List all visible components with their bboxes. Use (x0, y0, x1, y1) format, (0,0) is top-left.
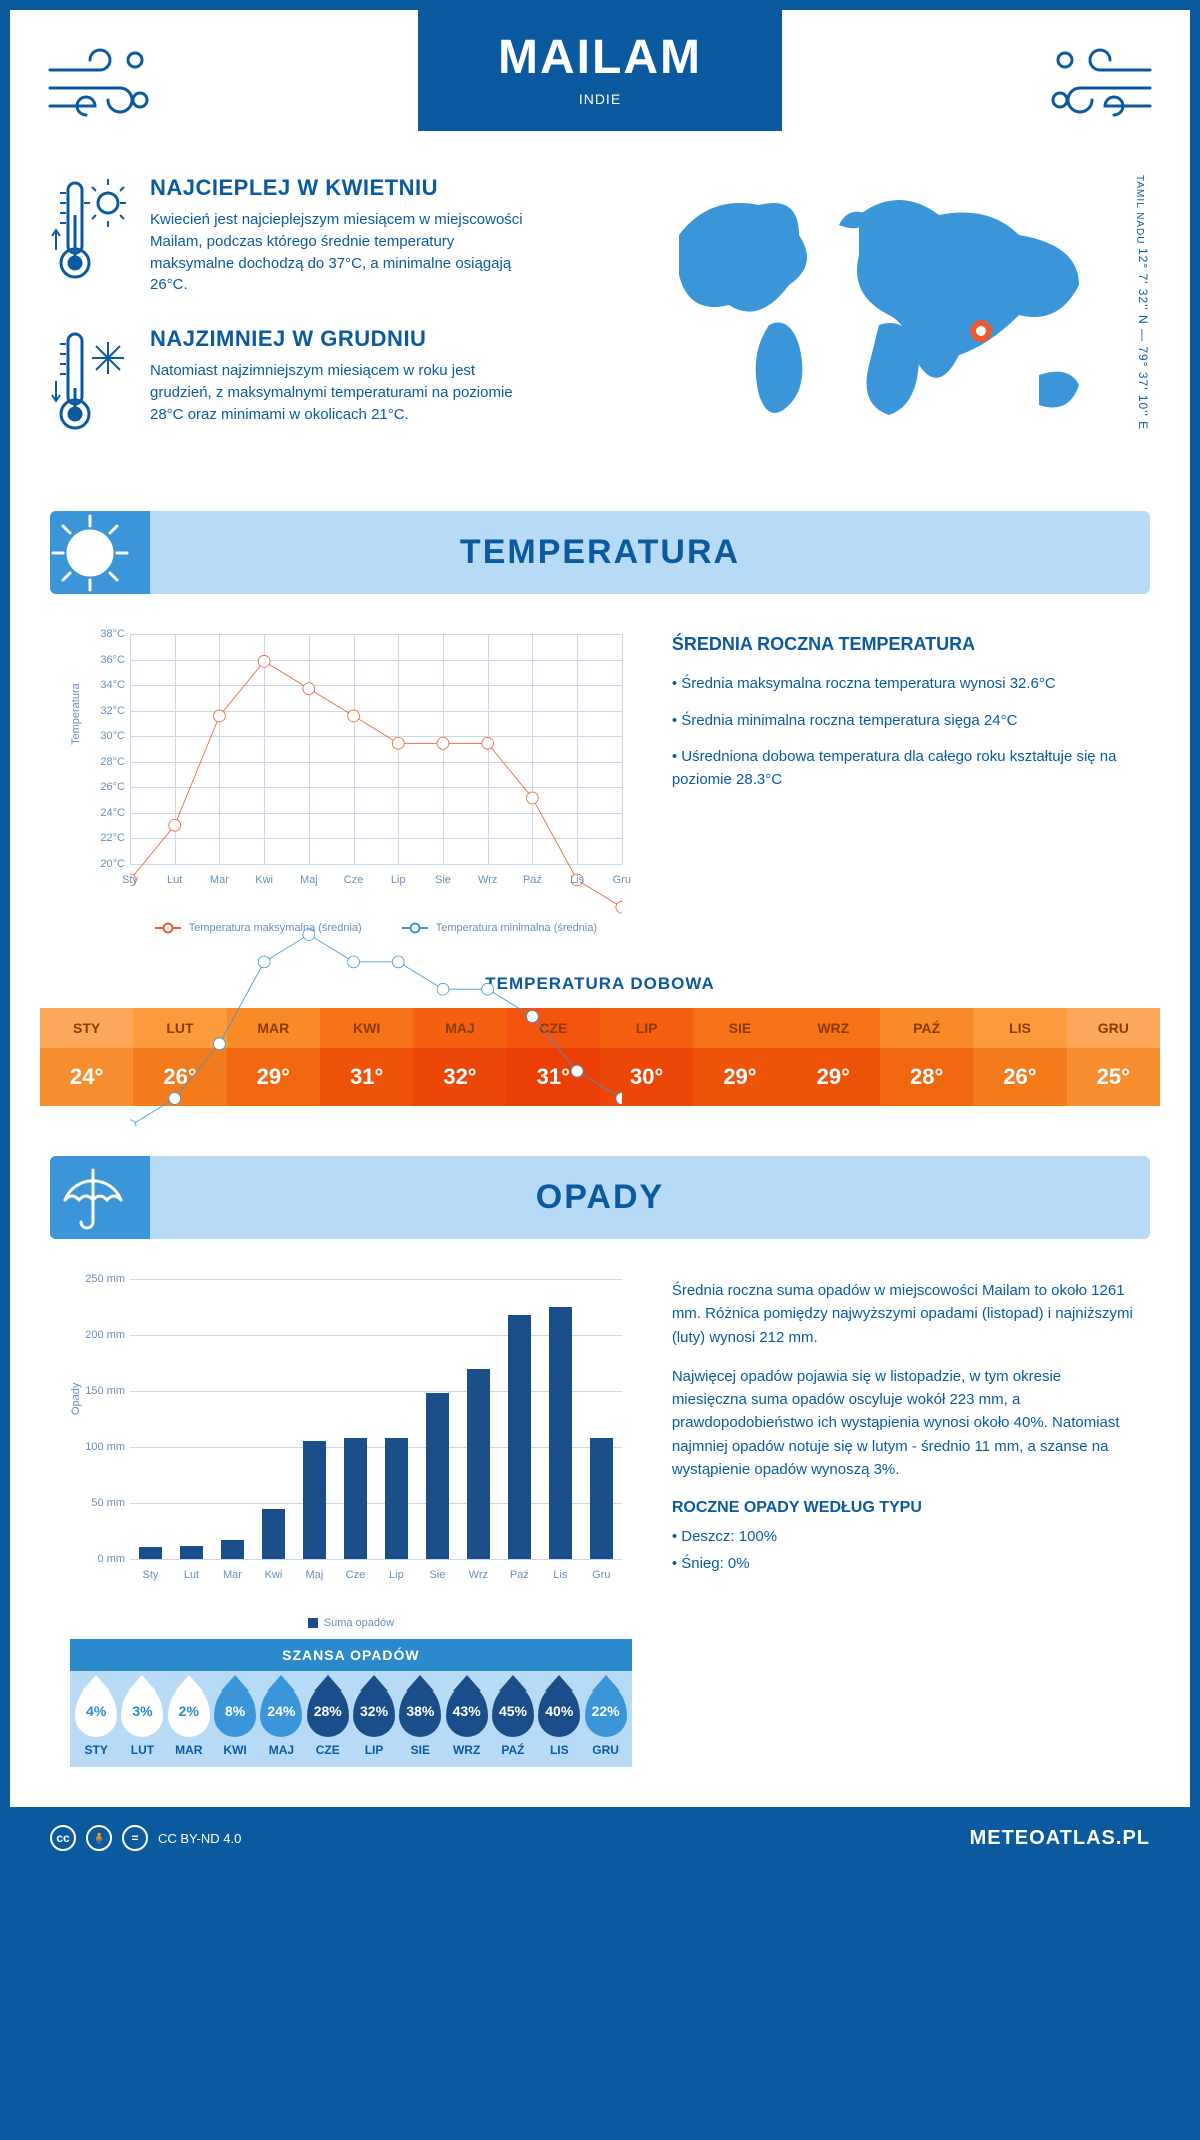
rain-drop-icon: 28% (307, 1685, 349, 1737)
world-map (650, 175, 1128, 471)
rain-drop-icon: 24% (260, 1685, 302, 1737)
chance-cell: 4%STY (74, 1685, 118, 1757)
precip-p1: Średnia roczna suma opadów w miejscowośc… (672, 1279, 1140, 1349)
daily-cell: PAŹ28° (880, 1008, 973, 1106)
bar (180, 1546, 203, 1559)
daily-cell: LIS26° (973, 1008, 1066, 1106)
temp-stat-bullet: • Średnia minimalna roczna temperatura s… (672, 710, 1140, 733)
temperature-banner: TEMPERATURA (50, 511, 1150, 594)
chance-title: SZANSA OPADÓW (70, 1639, 632, 1671)
chance-cell: 38%SIE (398, 1685, 442, 1757)
daily-cell: STY24° (40, 1008, 133, 1106)
bar (508, 1315, 531, 1559)
daily-cell: SIE29° (693, 1008, 786, 1106)
bar (344, 1438, 367, 1559)
region-label: TAMIL NADU (1128, 175, 1145, 244)
precip-bar-chart: Opady Suma opadów 0 mm50 mm100 mm150 mm2… (70, 1269, 632, 1629)
footer: cc 🧍 = CC BY-ND 4.0 METEOATLAS.PL (10, 1807, 1190, 1869)
precip-text: Średnia roczna suma opadów w miejscowośc… (672, 1269, 1140, 1767)
page-subtitle: INDIE (498, 91, 702, 107)
wind-icon-left (40, 40, 160, 135)
bar (139, 1547, 162, 1559)
chance-row: 4%STY3%LUT2%MAR8%KWI24%MAJ28%CZE32%LIP38… (70, 1671, 632, 1767)
daily-cell: WRZ29° (787, 1008, 880, 1106)
chance-cell: 2%MAR (167, 1685, 211, 1757)
chance-cell: 24%MAJ (259, 1685, 303, 1757)
chance-cell: 40%LIS (537, 1685, 581, 1757)
rain-drop-icon: 38% (399, 1685, 441, 1737)
chance-cell: 45%PAŹ (491, 1685, 535, 1757)
chance-cell: 8%KWI (213, 1685, 257, 1757)
legend-item: Temperatura maksymalna (średnia) (155, 922, 362, 934)
bar (549, 1307, 572, 1559)
cold-title: NAJZIMNIEJ W GRUDNIU (150, 326, 530, 352)
coordinates: 12° 7' 32'' N — 79° 37' 10'' E (1128, 244, 1150, 430)
chance-cell: 22%GRU (583, 1685, 627, 1757)
intro-section: NAJCIEPLEJ W KWIETNIU Kwiecień jest najc… (10, 145, 1190, 491)
bar (590, 1438, 613, 1559)
temperature-banner-label: TEMPERATURA (460, 533, 740, 571)
nd-icon: = (122, 1825, 148, 1851)
temperature-line-chart: Temperatura Temperatura maksymalna (śred… (70, 624, 632, 934)
chance-cell: 3%LUT (120, 1685, 164, 1757)
precip-type-title: ROCZNE OPADY WEDŁUG TYPU (672, 1499, 1140, 1517)
bar (385, 1438, 408, 1559)
page-title: MAILAM (498, 30, 702, 85)
rain-drop-icon: 45% (492, 1685, 534, 1737)
cold-info: NAJZIMNIEJ W GRUDNIU Natomiast najzimnie… (50, 326, 620, 441)
precip-type-line: • Śnieg: 0% (672, 1552, 1140, 1575)
hot-info: NAJCIEPLEJ W KWIETNIU Kwiecień jest najc… (50, 175, 620, 296)
sun-icon (50, 511, 150, 594)
cold-text: Natomiast najzimniejszym miesiącem w rok… (150, 360, 530, 425)
rain-drop-icon: 3% (121, 1685, 163, 1737)
thermometer-cold-icon (50, 326, 130, 441)
temperature-stats: ŚREDNIA ROCZNA TEMPERATURA • Średnia mak… (672, 624, 1140, 934)
chance-cell: 28%CZE (306, 1685, 350, 1757)
hot-title: NAJCIEPLEJ W KWIETNIU (150, 175, 530, 201)
precip-banner-label: OPADY (536, 1178, 664, 1216)
precip-type-line: • Deszcz: 100% (672, 1525, 1140, 1548)
temp-stats-title: ŚREDNIA ROCZNA TEMPERATURA (672, 634, 1140, 655)
bar (303, 1441, 326, 1559)
temp-stat-bullet: • Średnia maksymalna roczna temperatura … (672, 673, 1140, 696)
precip-legend-label: Suma opadów (324, 1617, 394, 1629)
rain-drop-icon: 40% (538, 1685, 580, 1737)
temp-stat-bullet: • Uśredniona dobowa temperatura dla całe… (672, 746, 1140, 791)
title-band: MAILAM INDIE (418, 10, 782, 131)
precip-p2: Najwięcej opadów pojawia się w listopadz… (672, 1365, 1140, 1481)
chance-cell: 32%LIP (352, 1685, 396, 1757)
bar (221, 1540, 244, 1559)
brand-label: METEOATLAS.PL (970, 1827, 1150, 1850)
daily-cell: GRU25° (1067, 1008, 1160, 1106)
rain-drop-icon: 32% (353, 1685, 395, 1737)
cc-icon: cc (50, 1825, 76, 1851)
precip-banner: OPADY (50, 1156, 1150, 1239)
license-label: CC BY-ND 4.0 (158, 1831, 241, 1846)
rain-drop-icon: 22% (585, 1685, 627, 1737)
bar (262, 1509, 285, 1559)
umbrella-icon (50, 1156, 150, 1239)
rain-drop-icon: 43% (446, 1685, 488, 1737)
bar (467, 1369, 490, 1559)
thermometer-hot-icon (50, 175, 130, 296)
by-icon: 🧍 (86, 1825, 112, 1851)
precip-legend: Suma opadów (70, 1617, 632, 1629)
hot-text: Kwiecień jest najcieplejszym miesiącem w… (150, 209, 530, 296)
rain-drop-icon: 4% (75, 1685, 117, 1737)
legend-item: Temperatura minimalna (średnia) (402, 922, 597, 934)
bar (426, 1393, 449, 1559)
rain-drop-icon: 2% (168, 1685, 210, 1737)
wind-icon-right (1040, 40, 1160, 135)
chance-cell: 43%WRZ (445, 1685, 489, 1757)
header: MAILAM INDIE (10, 10, 1190, 145)
rain-drop-icon: 8% (214, 1685, 256, 1737)
